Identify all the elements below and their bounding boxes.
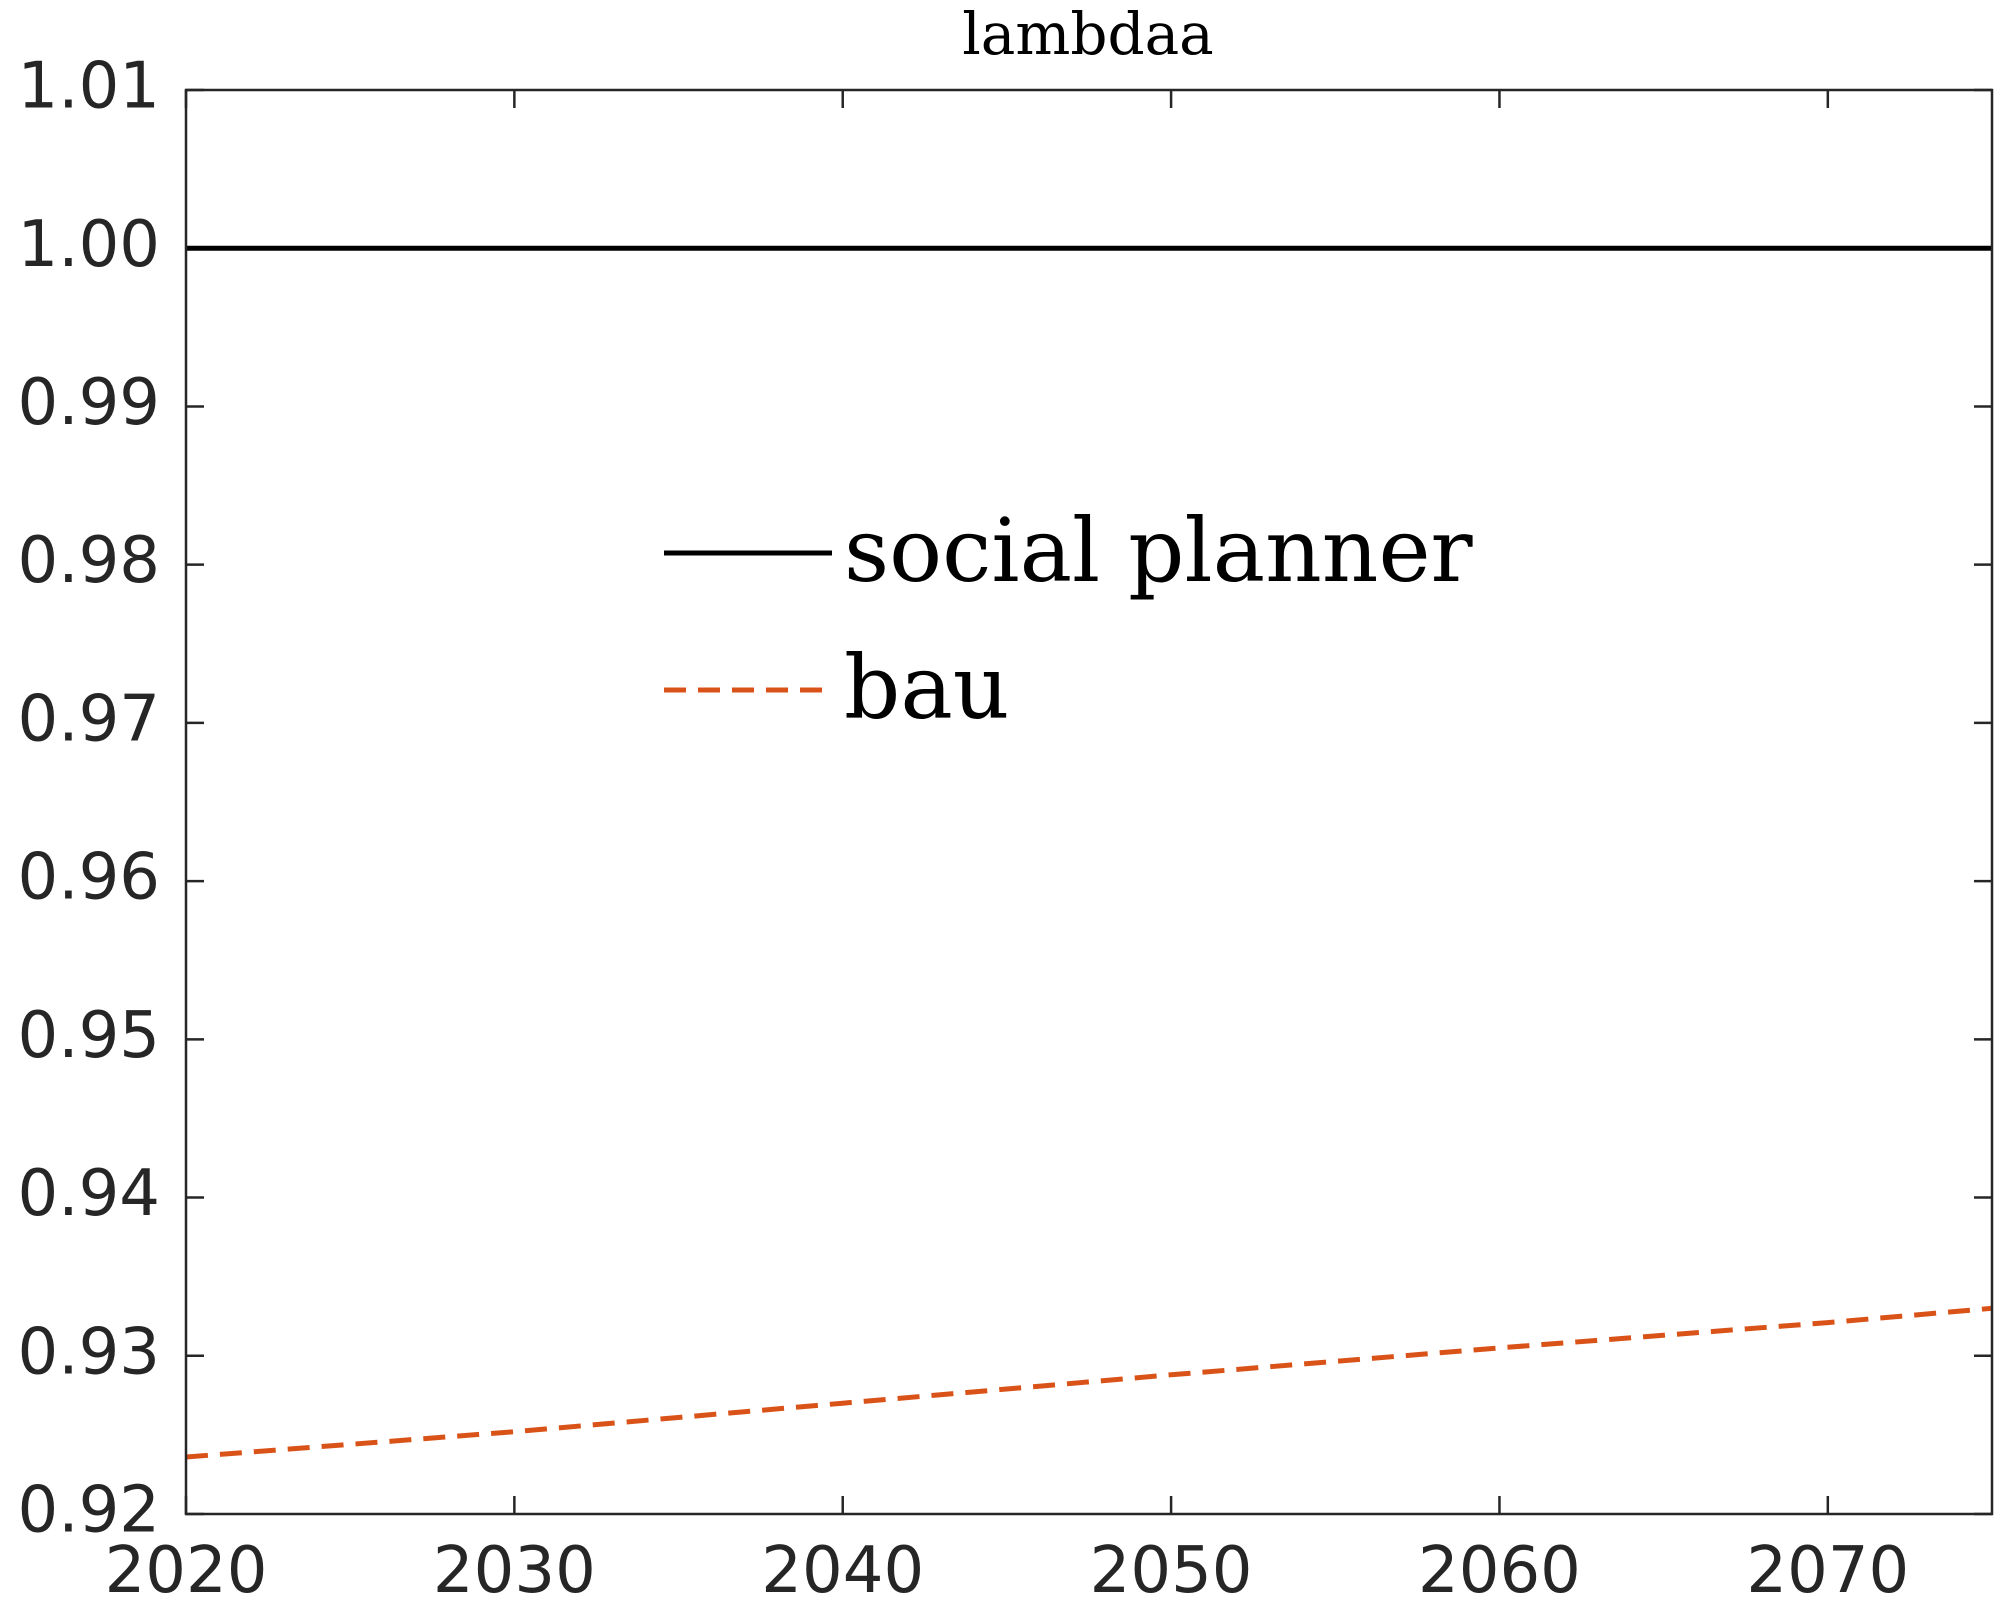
legend-label: bau [844, 636, 1009, 739]
x-tick-label: 2070 [1746, 1534, 1909, 1608]
x-tick-label: 2060 [1418, 1534, 1581, 1608]
x-tick-label: 2050 [1090, 1534, 1253, 1608]
y-tick-label: 0.95 [18, 999, 161, 1073]
legend: social planner bau [664, 499, 1474, 739]
y-tick-label: 1.01 [18, 50, 161, 124]
chart-title: lambdaa [962, 0, 1214, 68]
y-tick-label: 0.98 [18, 524, 161, 598]
y-tick-label: 0.92 [18, 1474, 161, 1548]
y-tick-label: 1.00 [18, 208, 161, 282]
x-tick-label: 2030 [433, 1534, 596, 1608]
y-axis-tick-labels: 0.92 0.93 0.94 0.95 0.96 0.97 0.98 0.99 1.00 1.01 [18, 50, 161, 1548]
x-axis-tick-labels: 2020 2030 2040 2050 2060 2070 [105, 1534, 1910, 1608]
x-tick-label: 2020 [105, 1534, 268, 1608]
series-line-bau [185, 1305, 1993, 1460]
y-tick-label: 0.97 [18, 682, 161, 756]
x-tick-label: 2040 [761, 1534, 924, 1608]
y-tick-label: 0.93 [18, 1315, 161, 1389]
plot-frame [184, 88, 1994, 1516]
y-tick-label: 0.99 [18, 366, 161, 440]
series-layer [185, 245, 1993, 1460]
y-tick-label: 0.94 [18, 1157, 161, 1231]
legend-label: social planner [844, 499, 1474, 602]
y-tick-label: 0.96 [18, 841, 161, 915]
